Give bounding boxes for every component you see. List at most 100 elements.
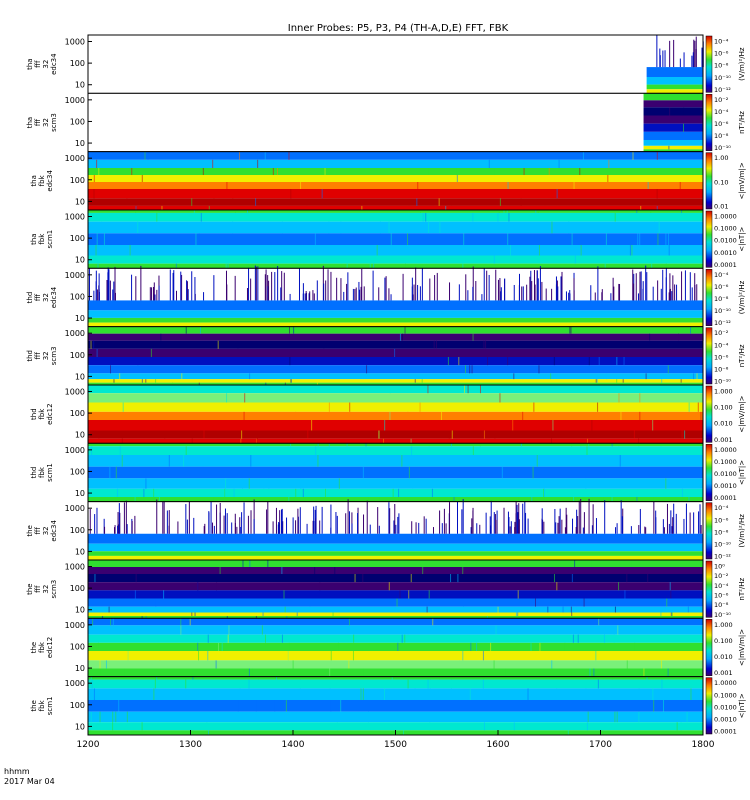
heatmap-streak <box>362 574 364 583</box>
heatmap-band <box>88 212 703 222</box>
heatmap-band <box>643 149 703 152</box>
heatmap-streak <box>509 526 511 534</box>
heatmap-streak <box>638 446 640 455</box>
heatmap-streak <box>684 430 686 439</box>
heatmap-streak <box>483 722 485 731</box>
heatmap-streak <box>106 279 108 301</box>
heatmap-streak <box>415 522 417 534</box>
heatmap-streak <box>614 711 616 723</box>
heatmap-streak <box>486 270 488 301</box>
heatmap-streak <box>490 525 492 534</box>
heatmap-streak <box>632 151 634 160</box>
panel-9: 1000 100 10 the fff 32 edc34 10⁻⁴ 10⁻⁶ 10⁻⁸ 10⁻¹⁰ 1… <box>26 498 746 561</box>
heatmap-streak <box>329 688 331 700</box>
heatmap-streak <box>696 284 698 301</box>
heatmap-streak <box>531 497 533 502</box>
heatmap-streak <box>328 443 330 447</box>
heatmap-streak <box>518 273 520 301</box>
heatmap-streak <box>195 233 197 245</box>
heatmap-band <box>88 168 703 175</box>
heatmap-streak <box>234 513 236 534</box>
heatmap-streak <box>324 168 326 175</box>
heatmap-streak <box>141 616 143 619</box>
heatmap-streak <box>290 443 292 447</box>
colorbar-tick-label: 10⁻⁸ <box>714 62 729 70</box>
heatmap-streak <box>253 499 255 534</box>
heatmap-streak <box>399 333 401 341</box>
heatmap-streak <box>399 590 401 599</box>
heatmap-streak <box>595 379 597 383</box>
heatmap-streak <box>237 348 239 357</box>
heatmap-band <box>643 93 703 101</box>
heatmap-streak <box>616 379 618 383</box>
y-tick-label: 100 <box>70 351 85 360</box>
heatmap-streak <box>218 642 220 651</box>
heatmap-streak <box>410 574 412 583</box>
heatmap-streak <box>396 598 398 607</box>
heatmap-streak <box>114 525 116 534</box>
heatmap-streak <box>501 466 503 479</box>
heatmap-streak <box>191 271 193 301</box>
heatmap-streak <box>223 515 225 534</box>
heatmap-streak <box>579 168 581 175</box>
heatmap-streak <box>572 634 574 643</box>
y-tick-label: 1000 <box>65 38 85 47</box>
heatmap-streak <box>281 634 283 643</box>
heatmap-streak <box>543 488 545 497</box>
heatmap-streak <box>516 504 518 534</box>
heatmap-streak <box>589 668 591 677</box>
heatmap-streak <box>530 642 532 651</box>
heatmap-streak <box>183 455 185 467</box>
heatmap-streak <box>411 446 413 455</box>
heatmap-band <box>88 606 703 613</box>
heatmap-streak <box>471 365 473 374</box>
y-axis-label: thd <box>30 408 38 420</box>
heatmap-streak <box>513 722 515 731</box>
heatmap-streak <box>278 522 280 534</box>
heatmap-streak <box>498 210 500 213</box>
heatmap-streak <box>94 574 96 583</box>
heatmap-streak <box>455 168 457 175</box>
y-tick-label: 100 <box>70 526 85 535</box>
heatmap-streak <box>257 438 259 444</box>
heatmap-streak <box>500 291 502 301</box>
heatmap-streak <box>221 642 223 651</box>
heatmap-streak <box>383 688 385 700</box>
heatmap-streak <box>685 503 687 534</box>
heatmap-band <box>88 446 703 455</box>
heatmap-streak <box>321 189 323 199</box>
heatmap-streak <box>299 507 301 534</box>
heatmap-streak <box>683 123 685 132</box>
heatmap-streak <box>532 466 534 479</box>
colorbar-tick-label: 1.0000 <box>714 446 737 454</box>
colorbar <box>705 327 713 385</box>
heatmap-streak <box>358 281 360 301</box>
heatmap-streak <box>598 618 600 626</box>
heatmap <box>88 618 703 677</box>
heatmap-streak <box>187 289 189 301</box>
heatmap-streak <box>653 497 655 502</box>
heatmap-streak <box>265 382 267 385</box>
heatmap-streak <box>602 420 604 431</box>
heatmap-streak <box>227 263 229 269</box>
heatmap-streak <box>395 524 397 534</box>
heatmap-streak <box>232 189 234 199</box>
colorbar-unit-label: nT²/Hz <box>738 577 746 600</box>
heatmap-streak <box>670 612 672 616</box>
y-axis-label: fff <box>34 293 42 301</box>
heatmap-streak <box>98 438 100 444</box>
heatmap-streak <box>330 504 332 534</box>
heatmap-streak <box>164 430 166 439</box>
heatmap-streak <box>465 365 467 374</box>
y-axis-label: tha <box>26 58 34 69</box>
heatmap-streak <box>180 625 182 635</box>
heatmap-streak <box>573 497 575 502</box>
colorbar-tick-label: 10⁻⁸ <box>714 295 729 303</box>
heatmap-streak <box>673 503 675 534</box>
heatmap <box>88 151 703 210</box>
heatmap-streak <box>131 168 133 175</box>
heatmap-streak <box>253 519 255 534</box>
heatmap-streak <box>288 497 290 502</box>
heatmap-streak <box>300 182 302 189</box>
